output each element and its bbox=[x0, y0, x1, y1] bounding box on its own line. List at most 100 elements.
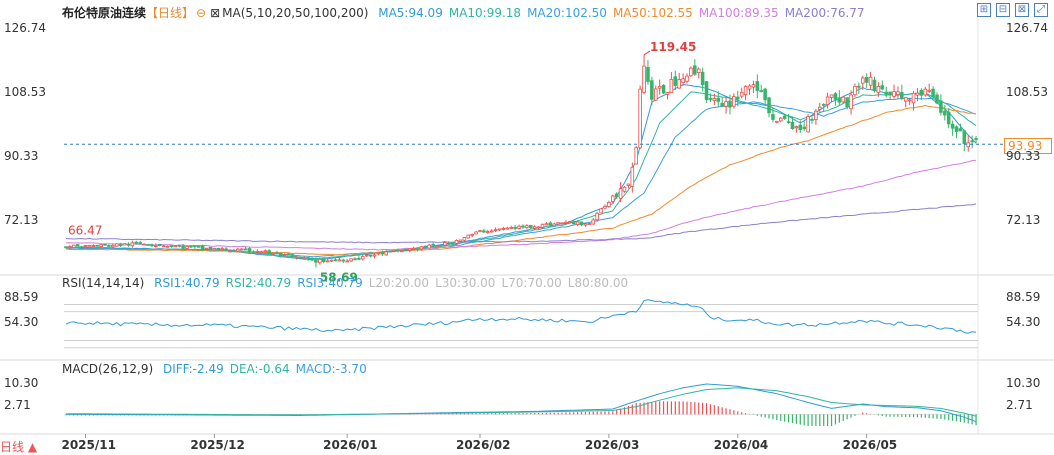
candle-body bbox=[771, 114, 775, 120]
settings-icon[interactable]: ⊖ bbox=[196, 6, 207, 20]
candle-body bbox=[778, 117, 783, 122]
candle-body bbox=[325, 260, 330, 263]
candle-body bbox=[927, 89, 931, 92]
candle-body bbox=[364, 254, 369, 257]
candle-body bbox=[71, 244, 76, 248]
candle-body bbox=[829, 94, 834, 98]
candle-body bbox=[251, 251, 256, 254]
candle-body bbox=[99, 244, 103, 247]
candle-body bbox=[837, 97, 842, 103]
candle-body bbox=[958, 128, 963, 132]
candle-body bbox=[177, 244, 181, 247]
candle-body bbox=[579, 221, 584, 226]
macd-ytick-right: 2.71 bbox=[1006, 398, 1033, 413]
candle-body bbox=[919, 89, 924, 96]
candle-body bbox=[372, 254, 377, 257]
candle-body bbox=[821, 104, 826, 106]
macd-ytick-left: 10.30 bbox=[4, 375, 39, 390]
reset-icon[interactable]: ⊠ bbox=[1015, 3, 1029, 17]
candle-body bbox=[493, 229, 498, 232]
rsi-line bbox=[65, 299, 977, 334]
candle-body bbox=[575, 221, 580, 225]
candle-body bbox=[142, 243, 146, 246]
macd-ytick-right: 10.30 bbox=[1006, 375, 1041, 390]
period-badge[interactable]: 【日线】 bbox=[146, 6, 195, 20]
candle-body bbox=[509, 227, 514, 229]
rsi-legend-item: RSI3:40.79 bbox=[297, 276, 363, 290]
candle-body bbox=[599, 208, 603, 214]
candle-body bbox=[333, 259, 338, 262]
candle-body bbox=[669, 79, 674, 93]
x-tick-label: 2026/05 bbox=[842, 438, 898, 452]
candle-body bbox=[118, 243, 123, 246]
candle-body bbox=[802, 126, 806, 130]
candle-body bbox=[665, 92, 670, 95]
candle-body bbox=[653, 88, 658, 101]
candle-body bbox=[755, 81, 760, 91]
candle-body bbox=[716, 97, 721, 102]
candle-body bbox=[689, 67, 693, 77]
candle-body bbox=[376, 252, 381, 255]
start-annotation: 66.47 bbox=[68, 223, 102, 237]
candle-body bbox=[798, 124, 803, 131]
candle-body bbox=[759, 90, 763, 93]
candle-body bbox=[439, 244, 443, 247]
candle-body bbox=[173, 245, 178, 248]
candle-body bbox=[896, 91, 900, 96]
ma-legend: 布伦特原油连续【日线】 ⊖ ⊠ MA(5,10,20,50,100,200) MA5:… bbox=[62, 4, 877, 21]
candle-body bbox=[282, 254, 287, 256]
candle-body bbox=[825, 96, 830, 105]
macd-legend: MACD(26,12,9) DIFF:-2.49 DEA:-0.64 MACD:-3… bbox=[62, 362, 379, 376]
annotations: 119.45 58.69 66.47 bbox=[68, 40, 696, 285]
candle-body bbox=[630, 166, 635, 187]
candle-body bbox=[513, 226, 517, 229]
candle-body bbox=[361, 256, 365, 260]
candle-body bbox=[704, 81, 709, 100]
candle-body bbox=[204, 247, 209, 250]
zoom-in-icon[interactable]: ⊞ bbox=[977, 3, 991, 17]
candle-body bbox=[950, 123, 955, 129]
candles bbox=[64, 54, 1004, 268]
candle-body bbox=[833, 93, 838, 100]
candle-body bbox=[872, 79, 877, 92]
ma-legend-item: MA50:102.55 bbox=[612, 6, 693, 20]
candle-body bbox=[298, 257, 303, 260]
candle-body bbox=[208, 246, 213, 250]
candle-body bbox=[486, 231, 490, 233]
price-ytick-left: 72.13 bbox=[4, 212, 39, 227]
chart-toolbar: ⊞ ⊟ ⊠ ⤢ bbox=[977, 3, 1048, 17]
last-price-tag: 93.93 bbox=[1004, 138, 1052, 154]
candle-body bbox=[864, 77, 869, 83]
candle-body bbox=[556, 222, 560, 225]
candle-body bbox=[228, 250, 232, 253]
candle-body bbox=[907, 99, 912, 102]
candle-body bbox=[571, 221, 576, 225]
candle-body bbox=[923, 88, 928, 96]
candle-body bbox=[884, 91, 888, 95]
candle-body bbox=[677, 79, 681, 89]
candle-body bbox=[607, 201, 611, 207]
candle-body bbox=[962, 130, 967, 145]
candle-body bbox=[622, 186, 627, 192]
candle-body bbox=[165, 245, 170, 248]
candle-body bbox=[193, 245, 197, 248]
period-switch[interactable]: 日线 ▲ bbox=[0, 438, 37, 455]
macd-dea-line bbox=[66, 387, 977, 417]
fullscreen-icon[interactable]: ⤢ bbox=[1034, 3, 1048, 17]
zoom-out-icon[interactable]: ⊟ bbox=[996, 3, 1010, 17]
candle-body bbox=[407, 248, 412, 251]
candle-body bbox=[122, 243, 127, 246]
candle-body bbox=[775, 120, 779, 123]
ma-toggle-icon[interactable]: ⊠ bbox=[210, 6, 221, 20]
candle-body bbox=[353, 258, 357, 261]
ma-legend-item: MA10:99.18 bbox=[448, 6, 522, 20]
candle-body bbox=[939, 100, 943, 113]
candle-body bbox=[380, 251, 385, 255]
candle-body bbox=[673, 76, 678, 86]
candle-body bbox=[95, 244, 99, 247]
candle-body bbox=[83, 245, 88, 247]
candle-body bbox=[458, 239, 463, 242]
candle-body bbox=[911, 92, 916, 104]
candle-body bbox=[806, 116, 810, 133]
